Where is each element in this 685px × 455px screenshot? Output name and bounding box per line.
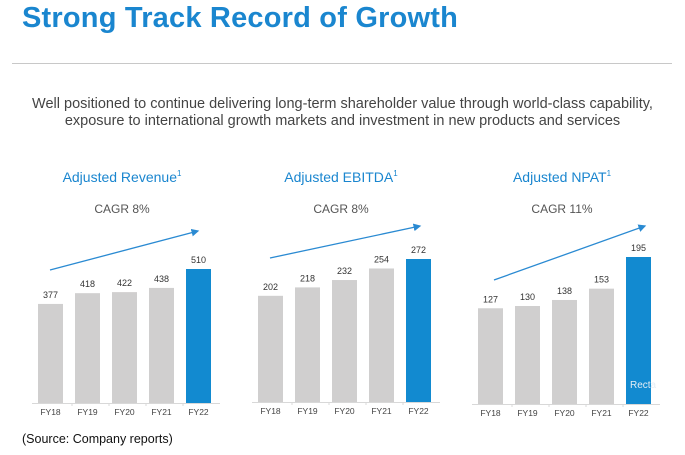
x-tick-label: FY22 — [628, 408, 649, 418]
x-tick-label: FY18 — [260, 406, 281, 416]
bar-FY20 — [112, 292, 137, 403]
bar-FY22 — [626, 257, 651, 404]
bar-FY22 — [186, 269, 211, 403]
footnote-marker: 1 — [607, 169, 612, 178]
watermark: Recta — [630, 380, 657, 391]
title-divider — [12, 63, 672, 64]
x-tick-label: FY18 — [40, 407, 61, 417]
x-tick-label: FY20 — [334, 406, 355, 416]
cagr-label: CAGR 8% — [94, 202, 150, 216]
data-label: 195 — [631, 243, 646, 253]
bar-FY18 — [38, 303, 63, 403]
footnote-marker: 1 — [393, 169, 398, 178]
x-tick-label: FY21 — [151, 407, 172, 417]
data-label: 153 — [594, 275, 609, 285]
trend-arrow — [269, 223, 422, 259]
data-label: 127 — [483, 294, 498, 304]
subtitle: Well positioned to continue delivering l… — [0, 96, 685, 130]
cagr-label: CAGR 11% — [531, 202, 592, 216]
x-tick-label: FY18 — [480, 408, 501, 418]
trend-arrow — [49, 228, 200, 271]
bar-FY19 — [295, 287, 320, 402]
x-tick-label: FY19 — [77, 407, 98, 417]
data-label: 202 — [263, 282, 278, 292]
chart-title: Adjusted EBITDA1 — [284, 169, 398, 185]
data-label: 130 — [520, 292, 535, 302]
source-note: (Source: Company reports) — [22, 432, 173, 446]
x-tick-label: FY19 — [297, 406, 318, 416]
chart-title: Adjusted NPAT1 — [513, 169, 612, 185]
bar-FY19 — [515, 306, 540, 404]
bar-FY20 — [552, 299, 577, 404]
bar-FY22 — [406, 259, 431, 402]
bar-FY21 — [589, 288, 614, 404]
bar-FY18 — [258, 295, 283, 402]
chart-3: Adjusted NPAT1 CAGR 11% 127 FY18 130 FY19 138 F… — [472, 169, 660, 418]
x-tick-label: FY22 — [408, 406, 429, 416]
footnote-marker: 1 — [177, 169, 182, 178]
trend-arrow — [493, 224, 647, 281]
chart-title: Adjusted Revenue1 — [63, 169, 182, 185]
x-tick-label: FY19 — [517, 408, 538, 418]
x-tick-label: FY21 — [591, 408, 612, 418]
chart-1: Adjusted Revenue1 CAGR 8% 377 FY18 418 FY19 42… — [32, 169, 220, 417]
data-label: 232 — [337, 266, 352, 276]
data-label: 377 — [43, 290, 58, 300]
x-tick-label: FY22 — [188, 407, 209, 417]
subtitle-line: Well positioned to continue delivering l… — [32, 96, 653, 112]
data-label: 254 — [374, 254, 389, 264]
bar-FY21 — [149, 287, 174, 403]
bar-FY19 — [75, 293, 100, 403]
x-tick-label: FY21 — [371, 406, 392, 416]
bar-FY20 — [332, 280, 357, 402]
bar-FY18 — [478, 308, 503, 404]
data-label: 272 — [411, 245, 426, 255]
bar-FY21 — [369, 268, 394, 402]
data-label: 438 — [154, 274, 169, 284]
data-label: 510 — [191, 255, 206, 265]
data-label: 422 — [117, 278, 132, 288]
page-title: Strong Track Record of Growth — [22, 2, 459, 34]
subtitle-line: exposure to international growth markets… — [64, 113, 621, 129]
cagr-label: CAGR 8% — [313, 202, 369, 216]
data-label: 218 — [300, 273, 315, 283]
chart-2: Adjusted EBITDA1 CAGR 8% 202 FY18 218 FY19 232… — [252, 169, 440, 416]
data-label: 418 — [80, 279, 95, 289]
x-tick-label: FY20 — [114, 407, 135, 417]
x-tick-label: FY20 — [554, 408, 575, 418]
data-label: 138 — [557, 286, 572, 296]
